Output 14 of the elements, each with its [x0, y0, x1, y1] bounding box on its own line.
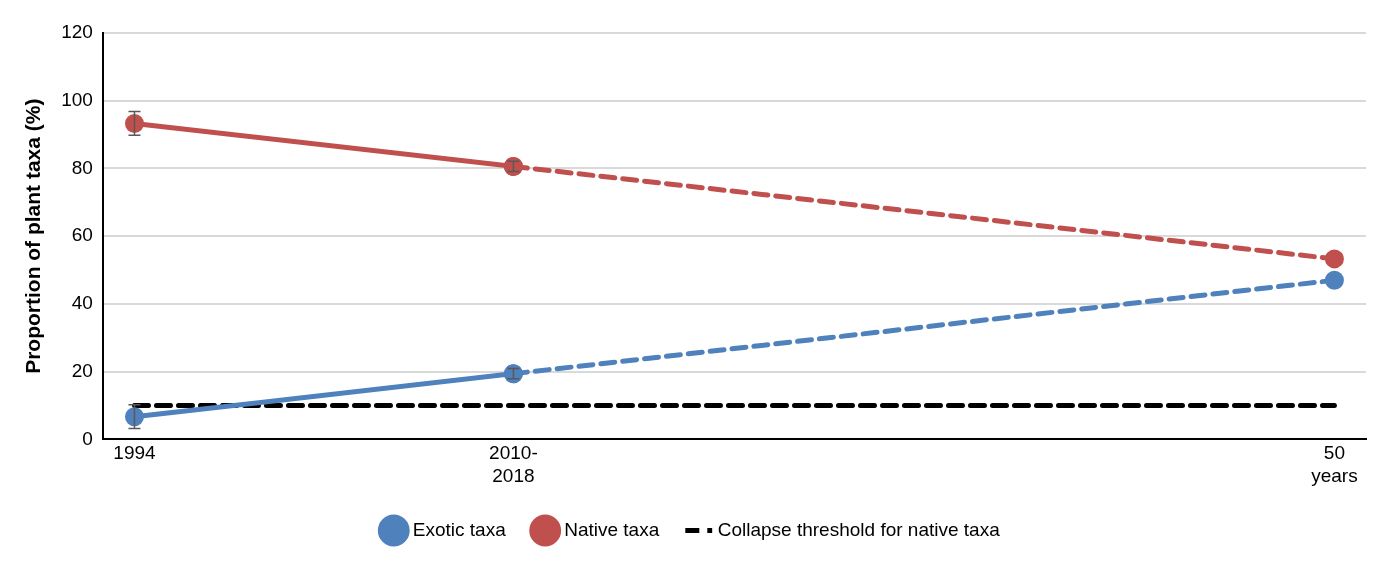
y-axis-title: Proportion of plant taxa (%) [21, 98, 45, 374]
y-tick-label: 20 [71, 359, 93, 381]
y-tick-label: 100 [61, 88, 93, 110]
legend-label: Exotic taxa [412, 518, 507, 540]
x-tick-label: 1994 [113, 442, 157, 464]
y-tick-label: 0 [82, 427, 93, 449]
x-tick-label: 50 years [1311, 442, 1358, 486]
y-tick-label: 80 [71, 156, 93, 178]
y-tick-label: 120 [61, 21, 93, 43]
y-tick-label: 40 [71, 292, 93, 314]
x-tick-label: 2010- 2018 [489, 442, 538, 486]
y-tick-label: 60 [71, 224, 93, 246]
legend-label: Native taxa [564, 518, 660, 540]
legend-label: Collapse threshold for native taxa [717, 518, 1001, 540]
